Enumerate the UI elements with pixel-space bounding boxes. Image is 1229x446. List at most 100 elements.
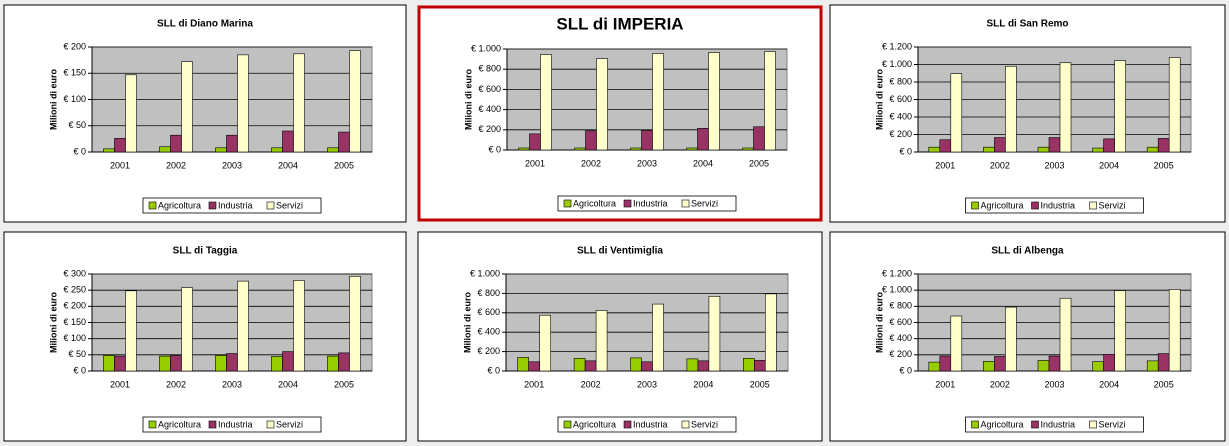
x-tick-label: 2002 — [990, 379, 1010, 389]
y-axis-label: Milioni di euro — [874, 69, 884, 130]
y-tick-label: € 400 — [889, 111, 912, 121]
x-tick-label: 2002 — [581, 158, 601, 168]
x-tick-label: 2001 — [524, 379, 544, 389]
bar — [1048, 137, 1061, 153]
y-tick-label: € 100 — [63, 94, 86, 104]
bar — [293, 53, 305, 153]
x-tick-label: 2001 — [525, 158, 545, 168]
x-tick-label: 2001 — [935, 160, 955, 170]
bar — [994, 356, 1006, 372]
bar — [114, 355, 126, 372]
bar — [1059, 62, 1072, 153]
x-tick-label: 2003 — [637, 158, 657, 168]
legend-label: Servizi — [1099, 200, 1126, 210]
chart-panel: SLL di Ventimiglia € 0 € 200 € 400 € 600 € 80… — [417, 231, 823, 442]
bar — [950, 315, 963, 372]
y-tick-label: € 600 — [477, 307, 500, 317]
bar — [1114, 290, 1126, 372]
bar — [742, 147, 754, 151]
x-tick-label: 2002 — [166, 379, 186, 389]
bar — [1103, 138, 1115, 153]
y-tick-label: € 200 — [63, 41, 86, 51]
y-tick-label: € 50 — [68, 120, 86, 130]
bar — [338, 131, 350, 153]
bar — [1168, 57, 1181, 153]
y-tick-label: € 50 — [68, 349, 86, 359]
legend-box — [557, 195, 737, 212]
bar — [641, 130, 653, 151]
bar — [928, 361, 941, 372]
y-axis-label: Milioni di euro — [48, 69, 58, 130]
legend-label: Servizi — [276, 200, 303, 210]
bar — [753, 126, 765, 151]
bar — [103, 355, 115, 372]
legend-label: Agricoltura — [981, 419, 1024, 429]
bar — [237, 54, 249, 153]
chart-panel: SLL di Diano Marina € 0 € 50 € 100 € 150 € 20… — [3, 4, 407, 223]
legend-box — [965, 197, 1144, 214]
chart-panel: SLL di IMPERIA € 0 € 200 € 400 € 600 € 800 € 1… — [417, 5, 823, 222]
bar — [282, 351, 294, 372]
chart-title: SLL di IMPERIA — [556, 14, 683, 33]
x-tick-label: 2001 — [110, 160, 130, 170]
chart-title: SLL di Diano Marina — [157, 19, 253, 30]
bar — [939, 355, 952, 372]
y-tick-label: € 1.000 — [882, 59, 912, 69]
bar — [686, 147, 698, 151]
x-tick-label: 2003 — [1044, 160, 1064, 170]
legend-swatch — [681, 199, 690, 208]
bar — [282, 130, 294, 153]
y-tick-label: € 200 — [889, 349, 912, 359]
x-tick-label: 2002 — [581, 379, 601, 389]
y-tick-label: € 1.000 — [882, 285, 912, 295]
y-tick-label: € 150 — [63, 317, 86, 327]
x-tick-label: 2004 — [1099, 160, 1119, 170]
bar — [983, 146, 995, 153]
legend-box — [142, 197, 322, 214]
legend-swatch — [563, 420, 572, 429]
y-tick-label: € 400 — [478, 104, 501, 114]
chart-panel: SLL di San Remo € 0 € 200 € 400 € 600 € 800 € … — [829, 4, 1226, 223]
bar — [584, 360, 597, 372]
bar — [293, 280, 305, 372]
legend-swatch — [681, 420, 690, 429]
bar — [1092, 361, 1104, 372]
legend-label: Servizi — [691, 419, 718, 429]
y-tick-label: € 0 — [488, 144, 501, 154]
legend-box — [965, 416, 1144, 433]
bar — [103, 148, 115, 153]
x-tick-label: 2002 — [990, 160, 1010, 170]
x-tick-label: 2004 — [278, 379, 298, 389]
y-tick-label: € 200 — [477, 346, 500, 356]
legend-label: Servizi — [1099, 419, 1126, 429]
bar — [1037, 146, 1050, 153]
y-axis-label: Milioni di euro — [462, 292, 472, 353]
bar — [585, 130, 597, 151]
bar — [708, 52, 720, 151]
legend-swatch — [208, 420, 217, 429]
legend-label: Agricoltura — [573, 419, 616, 429]
legend-label: Industria — [633, 198, 668, 208]
bar — [939, 139, 952, 153]
x-tick-label: 2002 — [166, 160, 186, 170]
y-tick-label: € 0 — [73, 146, 86, 156]
bar — [215, 147, 227, 153]
x-tick-label: 2005 — [750, 379, 770, 389]
bar — [271, 356, 283, 372]
y-tick-label: € 600 — [889, 94, 912, 104]
x-tick-label: 2001 — [110, 379, 130, 389]
bar — [1048, 355, 1061, 372]
bar — [742, 358, 755, 372]
bar — [540, 54, 552, 151]
bar — [574, 147, 586, 151]
y-tick-label: € 600 — [889, 317, 912, 327]
y-tick-label: € 200 — [889, 129, 912, 139]
bar — [1059, 297, 1072, 372]
chart-panel: SLL di Taggia € 0 € 50 € 100 € 150 € 200 € 250… — [3, 231, 407, 442]
y-tick-label: € 1.000 — [470, 268, 500, 278]
legend-label: Industria — [1041, 200, 1076, 210]
y-axis-label: Milioni di euro — [48, 292, 58, 353]
bar — [529, 133, 541, 151]
y-tick-label: € 1.000 — [471, 43, 501, 53]
